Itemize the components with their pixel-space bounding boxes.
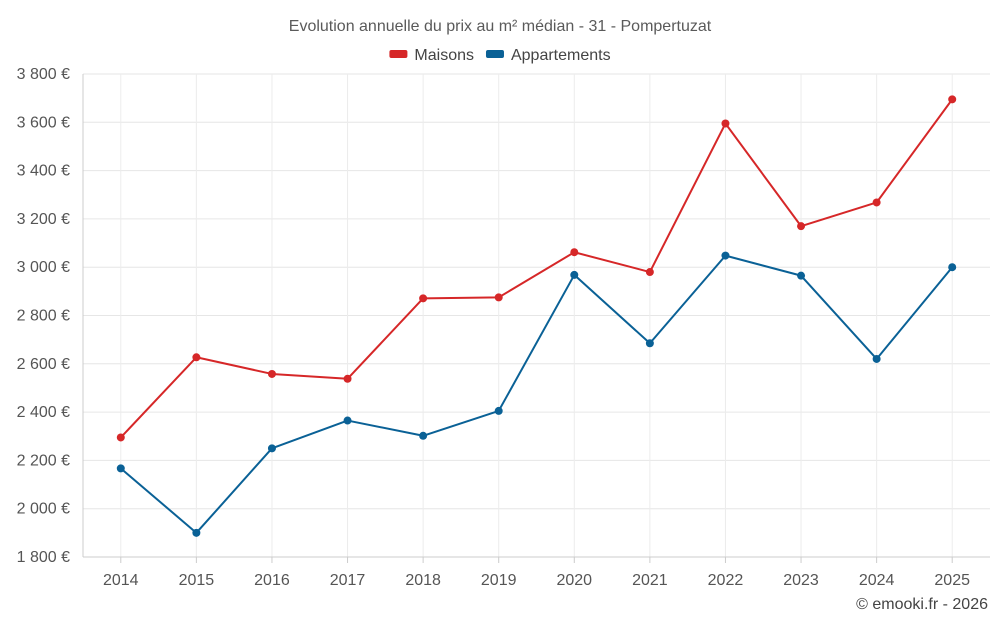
x-tick-label: 2025 — [934, 572, 970, 589]
data-point-maisons — [116, 433, 125, 442]
data-point-appartements — [267, 444, 276, 453]
data-point-appartements — [645, 339, 654, 348]
legend-swatch-appartements — [485, 50, 504, 58]
data-point-appartements — [872, 354, 881, 363]
y-tick-label: 3 400 € — [17, 163, 70, 180]
x-tick-label: 2016 — [254, 572, 290, 589]
y-tick-label: 3 000 € — [17, 259, 70, 276]
y-tick-label: 2 200 € — [17, 452, 70, 469]
y-tick-label: 1 800 € — [17, 549, 70, 566]
data-point-maisons — [948, 95, 957, 104]
data-point-appartements — [192, 528, 201, 537]
data-point-appartements — [721, 251, 730, 260]
series-line-maisons — [120, 98, 954, 439]
x-tick-label: 2020 — [556, 572, 592, 589]
x-tick-label: 2024 — [859, 572, 895, 589]
grid — [83, 73, 990, 557]
x-tick-label: 2014 — [103, 572, 139, 589]
data-point-appartements — [116, 464, 125, 473]
data-point-maisons — [192, 353, 201, 362]
data-point-maisons — [721, 119, 730, 128]
series-group — [116, 95, 957, 537]
legend-label-maisons: Maisons — [414, 47, 474, 64]
y-tick-label: 3 800 € — [17, 66, 70, 83]
x-tick-label: 2017 — [330, 572, 366, 589]
series-line-appartements — [120, 254, 953, 534]
y-tick-label: 2 800 € — [17, 308, 70, 325]
data-point-maisons — [419, 294, 428, 303]
chart-title: Evolution annuelle du prix au m² médian … — [289, 18, 712, 35]
data-point-maisons — [645, 268, 654, 277]
data-point-maisons — [494, 293, 503, 302]
y-tick-label: 3 600 € — [17, 114, 70, 131]
data-point-appartements — [570, 270, 579, 279]
data-point-appartements — [419, 431, 428, 440]
data-point-maisons — [872, 198, 881, 207]
y-tick-label: 2 000 € — [17, 501, 70, 518]
x-tick-label: 2019 — [481, 572, 517, 589]
data-point-appartements — [948, 263, 957, 272]
y-axis: 1 800 € 2 000 € 2 200 € 2 400 € 2 600 € 2 800… — [17, 66, 84, 566]
data-point-maisons — [797, 222, 806, 231]
x-tick-label: 2015 — [179, 572, 215, 589]
data-point-maisons — [343, 374, 352, 383]
data-point-maisons — [267, 369, 276, 378]
y-tick-label: 3 200 € — [17, 211, 70, 228]
credit-text: © emooki.fr - 2026 — [856, 596, 988, 613]
x-tick-label: 2021 — [632, 572, 668, 589]
x-tick-label: 2018 — [405, 572, 441, 589]
data-point-appartements — [494, 406, 503, 415]
x-tick-label: 2023 — [783, 572, 819, 589]
legend: Maisons Appartements — [389, 47, 611, 64]
y-tick-label: 2 600 € — [17, 356, 70, 373]
data-point-appartements — [343, 416, 352, 425]
data-point-appartements — [797, 271, 806, 280]
data-point-maisons — [570, 248, 579, 257]
x-tick-label: 2022 — [708, 572, 744, 589]
y-tick-label: 2 400 € — [17, 404, 70, 421]
legend-swatch-maisons — [389, 50, 408, 58]
legend-label-appartements: Appartements — [511, 47, 611, 64]
x-axis: 2014 2015 2016 2017 2018 2019 2020 2021 2022 2023… — [83, 556, 990, 589]
